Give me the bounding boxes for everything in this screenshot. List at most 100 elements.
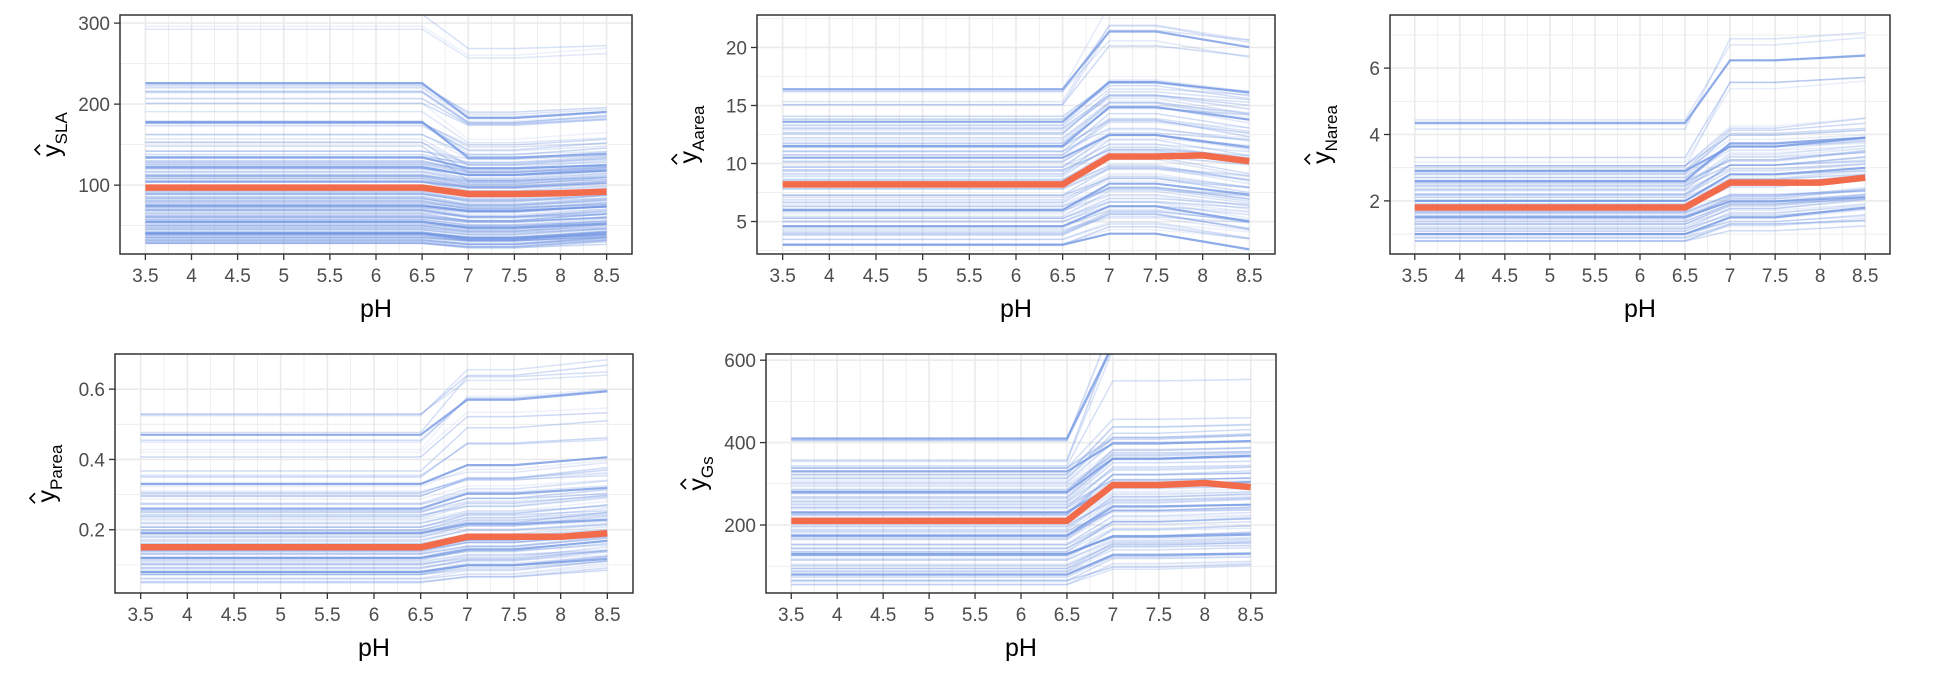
ice-line <box>782 200 1250 220</box>
x-tick-label: 5.5 <box>962 605 988 626</box>
ice-line <box>140 513 608 531</box>
ice-line <box>791 446 1251 484</box>
ice-line-emphasis <box>791 354 1110 440</box>
ice-line <box>782 45 1250 106</box>
ice-line <box>140 554 608 569</box>
grid-lines <box>757 15 1275 254</box>
ice-line <box>140 503 608 524</box>
x-tick-label: 7.5 <box>501 266 527 287</box>
ice-line <box>145 218 607 226</box>
ice-line-emphasis <box>782 232 1250 251</box>
ice-line <box>1414 161 1866 192</box>
ice-line <box>791 556 1251 582</box>
ice-line <box>140 523 608 538</box>
ice-line <box>145 180 607 188</box>
ice-line <box>145 170 607 181</box>
ice-line <box>145 87 607 122</box>
ice-line <box>791 524 1251 553</box>
ice-line <box>782 208 1250 229</box>
ice-line <box>145 163 607 174</box>
y-tick-label: 100 <box>78 176 110 197</box>
x-tick-label: 3.5 <box>127 605 153 626</box>
ice-line <box>145 240 607 248</box>
ice-line <box>782 149 1250 171</box>
ice-line-emphasis <box>1414 136 1866 183</box>
ice-line <box>782 95 1250 134</box>
ice-line <box>145 234 607 242</box>
ice-line <box>791 472 1251 510</box>
ice-line-emphasis <box>145 156 607 170</box>
x-tick-label: 7.5 <box>1143 266 1169 287</box>
ice-line <box>1414 209 1866 238</box>
ice-line <box>1414 217 1866 242</box>
ice-line <box>791 517 1251 546</box>
ice-line <box>140 358 608 417</box>
ice-line <box>791 486 1251 517</box>
ice-line <box>782 24 1250 103</box>
ice-line-emphasis <box>782 182 1250 211</box>
ice-line <box>782 163 1250 189</box>
ice-line <box>145 141 607 174</box>
ice-line <box>140 493 608 512</box>
ice-line <box>145 193 607 202</box>
ice-line <box>1414 190 1866 214</box>
ice-line-emphasis <box>1414 54 1866 125</box>
ice-line-emphasis <box>782 30 1250 91</box>
x-tick-label: 8 <box>1815 266 1826 287</box>
y-tick-label: 6 <box>1369 59 1380 80</box>
x-tick-label: 5 <box>275 605 286 626</box>
ice-line <box>145 238 607 246</box>
ice-line <box>782 127 1250 153</box>
ice-line <box>782 118 1250 156</box>
ice-line <box>782 221 1250 240</box>
ice-line <box>1414 189 1866 215</box>
x-tick-label: 4.5 <box>1492 266 1518 287</box>
ice-line <box>791 464 1251 509</box>
ice-line <box>140 560 608 579</box>
ice-line <box>782 156 1250 181</box>
ice-line <box>791 433 1251 469</box>
ice-line <box>145 235 607 242</box>
y-axis-title-subscript: Aarea <box>689 105 708 151</box>
ice-line <box>791 553 1251 579</box>
y-hat-icon <box>670 153 678 165</box>
ice-line <box>145 163 607 171</box>
ice-line <box>145 239 607 248</box>
ice-line <box>140 550 608 563</box>
ice-line <box>145 25 607 56</box>
ice-line <box>782 187 1250 213</box>
ice-line <box>791 547 1251 569</box>
ice-line <box>145 180 607 190</box>
ice-line-emphasis <box>140 456 608 486</box>
ice-line <box>1414 147 1866 187</box>
ice-line <box>140 533 608 554</box>
x-tick-label: 4.5 <box>870 605 896 626</box>
ice-line <box>791 354 1109 461</box>
x-tick-label: 4 <box>182 605 193 626</box>
ice-line <box>145 122 607 148</box>
ice-line <box>782 148 1250 172</box>
ice-line <box>791 470 1251 516</box>
ice-line-emphasis <box>145 232 607 241</box>
y-tick-label: 5 <box>736 213 747 234</box>
ice-line <box>145 175 607 184</box>
ice-line <box>145 175 607 186</box>
ice-line <box>145 207 607 217</box>
ice-line <box>140 562 608 580</box>
ice-line <box>145 102 607 141</box>
ice-line <box>1414 190 1866 221</box>
ice-line <box>791 514 1251 545</box>
ice-line <box>140 420 608 472</box>
x-tick-label: 6 <box>1635 266 1646 287</box>
ice-line <box>140 511 608 533</box>
ice-line <box>145 228 607 236</box>
x-tick-label: 6 <box>369 605 380 626</box>
ice-line <box>140 521 608 541</box>
ice-line <box>791 423 1251 476</box>
ice-line <box>145 235 607 242</box>
ice-line <box>145 241 607 249</box>
x-axis-title: pH <box>360 295 392 323</box>
ice-line <box>782 101 1250 139</box>
ice-line <box>791 508 1251 532</box>
y-tick-label: 0.4 <box>79 450 106 471</box>
